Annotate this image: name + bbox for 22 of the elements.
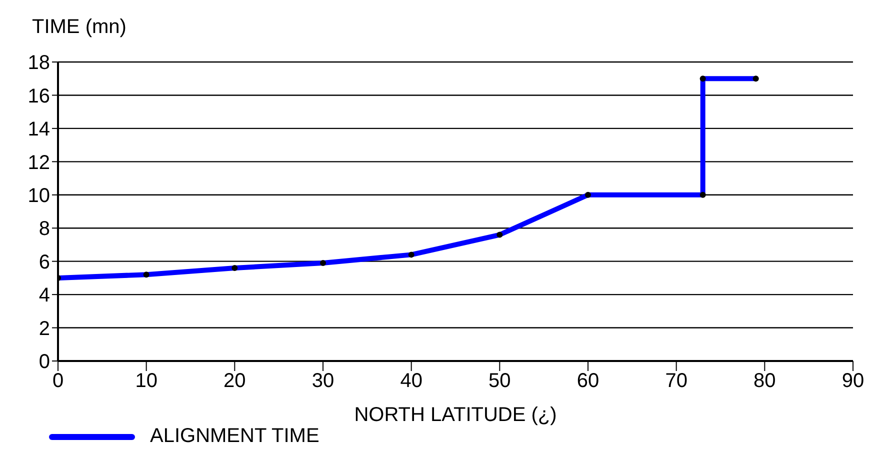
y-tick-label: 6 <box>38 251 50 274</box>
x-tick-label: 60 <box>576 370 600 392</box>
x-tick-label: 10 <box>135 370 158 392</box>
y-tick-label: 16 <box>28 85 50 108</box>
x-tick-label: 20 <box>224 370 246 392</box>
x-tick-label: 70 <box>665 370 688 392</box>
y-tick-label: 8 <box>38 218 50 240</box>
x-tick-label: 40 <box>400 370 422 392</box>
x-tick-label: 90 <box>842 370 864 392</box>
y-tick-label: 10 <box>28 184 50 207</box>
y-tick-label: 2 <box>38 318 50 340</box>
x-tick-label: 30 <box>312 370 334 392</box>
x-axis-title: NORTH LATITUDE (¿) <box>354 404 557 426</box>
x-tick-label: 80 <box>754 370 776 392</box>
y-tick-label: 18 <box>28 52 50 74</box>
y-tick-label: 14 <box>28 118 50 141</box>
x-tick-label: 50 <box>488 370 511 392</box>
y-tick-label: 4 <box>38 284 50 307</box>
y-tick-label: 0 <box>38 351 50 374</box>
y-tick-label: 12 <box>28 152 50 174</box>
y-axis-title: TIME (mn) <box>32 16 126 39</box>
legend-label: ALIGNMENT TIME <box>150 425 320 448</box>
